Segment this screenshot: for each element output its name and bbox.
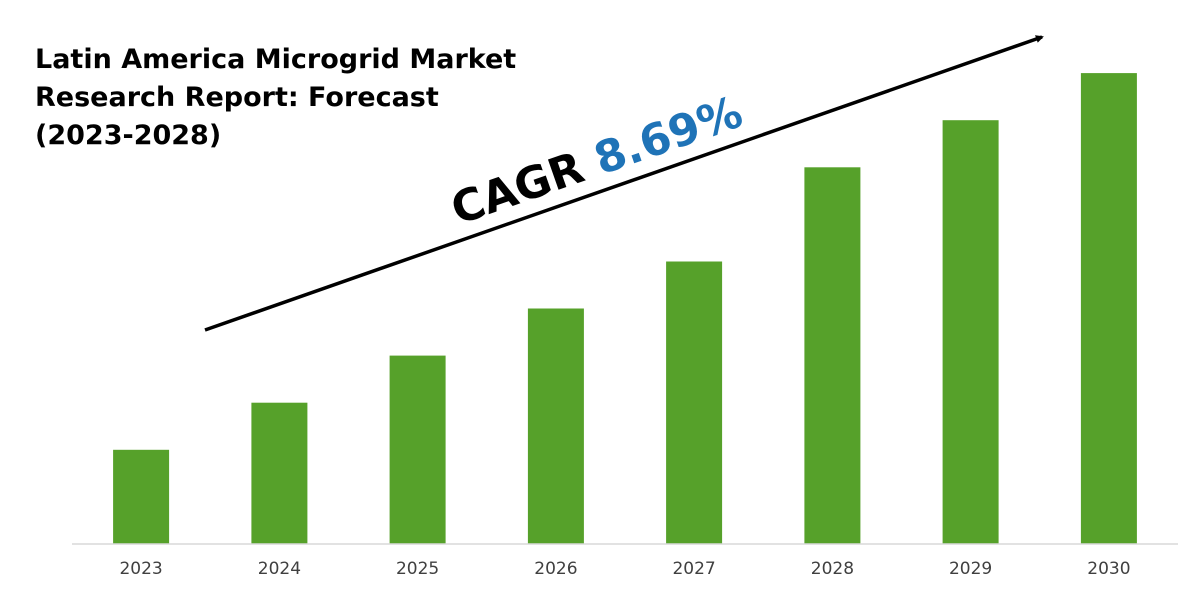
cagr-value: 8.69%	[588, 87, 749, 186]
bar-2028	[804, 167, 861, 545]
bar-2025	[389, 355, 446, 544]
cagr-text: CAGR 8.69%	[445, 87, 749, 236]
bar-2023	[113, 449, 170, 544]
x-tick-label-2025: 2025	[396, 559, 439, 579]
chart-title-line-1: Latin America Microgrid Market	[35, 44, 516, 75]
bar-2029	[942, 120, 999, 544]
bar-2027	[666, 261, 723, 544]
chart-title: Latin America Microgrid Market Research …	[35, 44, 516, 151]
bar-2026	[527, 308, 584, 544]
x-tick-label-2030: 2030	[1087, 559, 1130, 579]
trend-arrow	[204, 35, 1044, 332]
chart-title-line-2: Research Report: Forecast	[35, 82, 439, 113]
x-tick-label-2023: 2023	[119, 559, 162, 579]
x-tick-label-2026: 2026	[534, 559, 577, 579]
bar-2030	[1080, 73, 1137, 544]
x-tick-label-2024: 2024	[258, 559, 301, 579]
x-tick-label-2027: 2027	[672, 559, 715, 579]
chart-title-line-3: (2023-2028)	[35, 120, 221, 151]
bars	[113, 73, 1137, 545]
bar-2024	[251, 402, 308, 544]
cagr-annotation: CAGR 8.69%	[445, 87, 749, 236]
x-axis-tick-labels: 2023 2024 2025 2026 2027 2028 2029 2030	[119, 559, 1130, 579]
x-tick-label-2028: 2028	[811, 559, 854, 579]
x-tick-label-2029: 2029	[949, 559, 992, 579]
